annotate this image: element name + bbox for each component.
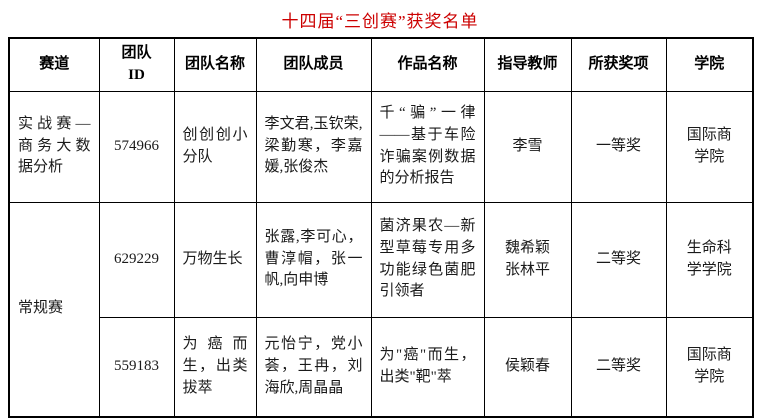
cell-work: 为"癌"而生，出类"靶"萃 <box>370 316 485 418</box>
cell-award: 二等奖 <box>570 201 667 318</box>
cell-advisor: 李雪 <box>483 90 572 203</box>
cell-members: 李文君,玉钦荣,梁勤寒，李嘉媛,张俊杰 <box>255 90 372 203</box>
cell-team-id: 574966 <box>98 90 175 203</box>
page-title: 十四届“三创赛”获奖名单 <box>281 12 479 31</box>
col-header-team-id: 团队 ID <box>98 37 175 92</box>
cell-members: 元怡宁，党小荟，王冉，刘海欣,周晶晶 <box>255 316 372 418</box>
cell-advisor: 魏希颖 张林平 <box>483 201 572 318</box>
cell-team-name: 为癌而生，出类拔萃 <box>173 316 257 418</box>
cell-advisor: 侯颖春 <box>483 316 572 418</box>
header-row: 赛道 团队 ID 团队名称 团队成员 作品名称 指导教师 所获奖项 学院 <box>8 37 754 92</box>
cell-track: 常规赛 <box>8 201 100 418</box>
awards-table: 赛道 团队 ID 团队名称 团队成员 作品名称 指导教师 所获奖项 学院 实战赛… <box>8 37 754 418</box>
col-header-college: 学院 <box>665 37 754 92</box>
cell-award: 一等奖 <box>570 90 667 203</box>
cell-college: 国际商 学院 <box>665 90 754 203</box>
table-row: 实战赛—商务大数据分析 574966 创创创小分队 李文君,玉钦荣,梁勤寒，李嘉… <box>8 90 754 203</box>
col-header-team-name: 团队名称 <box>173 37 257 92</box>
table-row: 常规赛 629229 万物生长 张露,李可心，曹淳帽，张一帆,向申博 菌济果农—… <box>8 201 754 418</box>
col-header-advisor: 指导教师 <box>483 37 572 92</box>
cell-track: 实战赛—商务大数据分析 <box>8 90 100 203</box>
cell-members: 张露,李可心，曹淳帽，张一帆,向申博 <box>255 201 372 318</box>
col-header-award: 所获奖项 <box>570 37 667 92</box>
cell-team-name: 万物生长 <box>173 201 257 318</box>
cell-award: 二等奖 <box>570 316 667 418</box>
cell-team-name: 创创创小分队 <box>173 90 257 203</box>
cell-college: 生命科 学学院 <box>665 201 754 318</box>
col-header-track: 赛道 <box>8 37 100 92</box>
col-header-work: 作品名称 <box>370 37 485 92</box>
cell-college: 国际商 学院 <box>665 316 754 418</box>
cell-team-id: 559183 <box>98 316 175 418</box>
cell-work: 千“骗”一律——基于车险诈骗案例数据的分析报告 <box>370 90 485 203</box>
cell-team-id: 629229 <box>98 201 175 318</box>
table-row: 559183 为癌而生，出类拔萃 元怡宁，党小荟，王冉，刘海欣,周晶晶 为"癌"… <box>9 316 754 418</box>
cell-work: 菌济果农—新型草莓专用多功能绿色菌肥引领者 <box>370 201 485 318</box>
col-header-members: 团队成员 <box>255 37 372 92</box>
